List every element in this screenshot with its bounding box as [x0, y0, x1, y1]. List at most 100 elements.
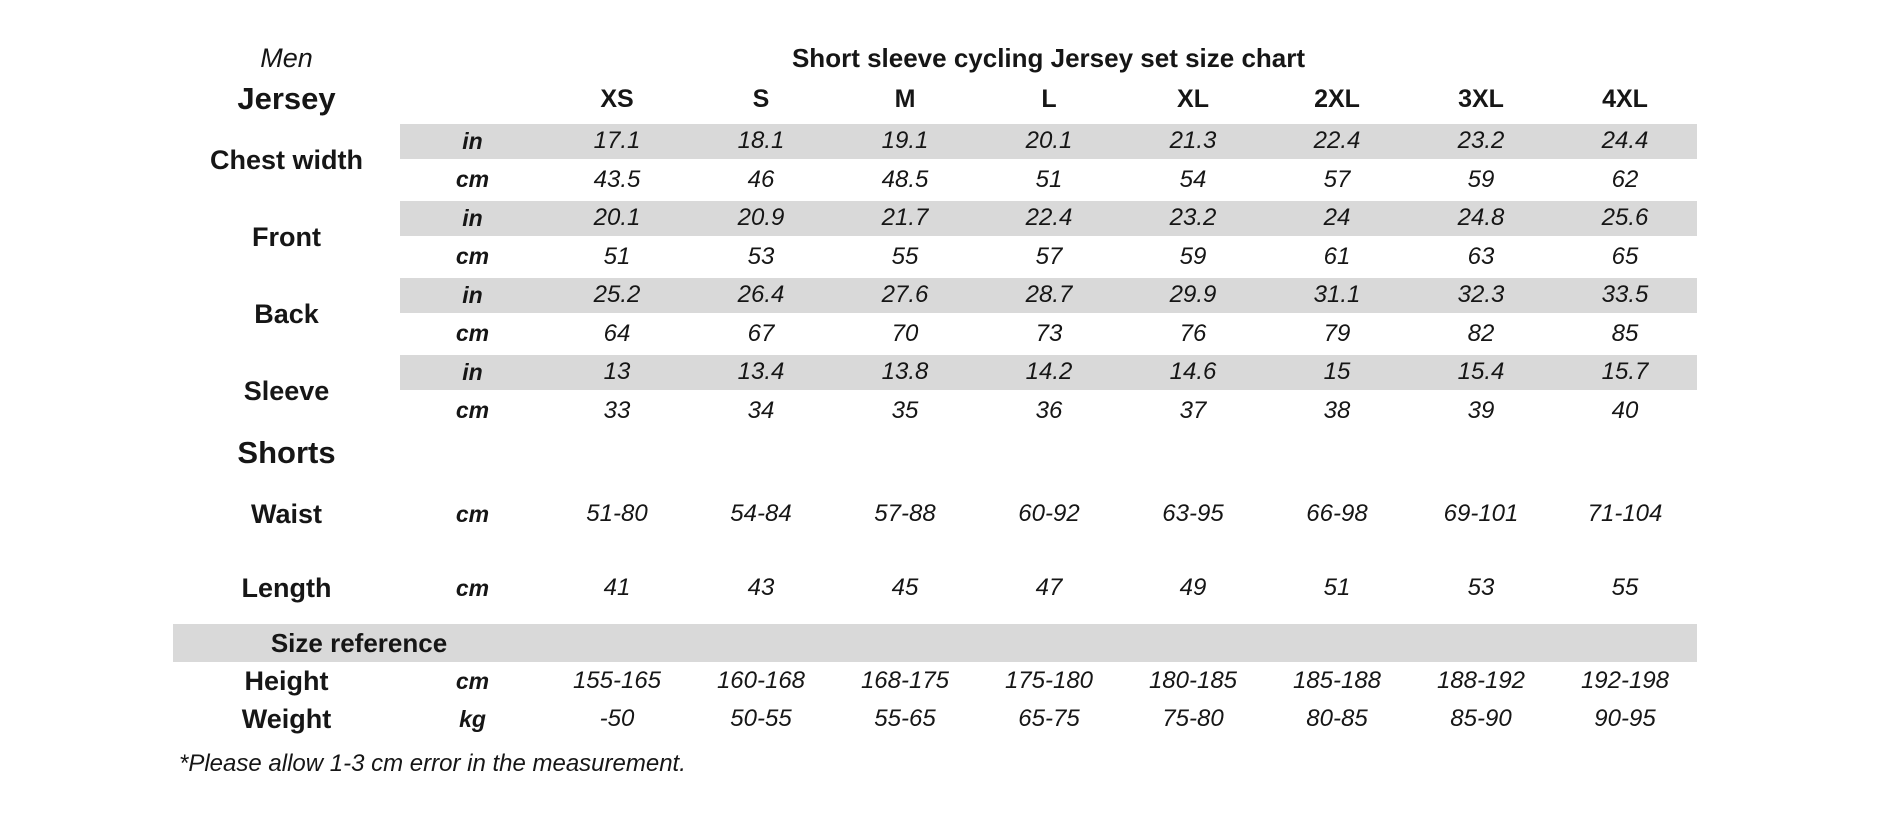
value-cell: 22.4 [1265, 122, 1409, 161]
value-cell: 46 [747, 165, 775, 193]
size-column-header-3xl: 3XL [1458, 84, 1504, 113]
row-label-waist: Waist [250, 498, 322, 529]
row-label-chest-width: Chest width [210, 145, 363, 175]
value-cell: 175-180 [1004, 667, 1094, 694]
value-cell: 43 [747, 574, 775, 601]
gender-label: Men [260, 42, 313, 73]
value-cell: 67 [747, 319, 775, 347]
value-cell: 20.1 [977, 122, 1121, 161]
value-cell: 62 [1611, 165, 1639, 193]
section-jersey-label: Jersey [237, 81, 336, 116]
value-cell: 20.9 [689, 199, 833, 238]
reference-row-weight: Weight kg -50 50-55 55-65 65-75 75-80 80… [173, 700, 1894, 738]
value-cell: 75-80 [1162, 705, 1224, 732]
value-cell: 168-175 [860, 667, 950, 694]
value-cell: 15 [1265, 353, 1409, 392]
row-label-height: Height [244, 665, 329, 696]
value-cell: 73 [1035, 319, 1063, 347]
unit-label-cm: cm [455, 166, 490, 193]
unit-label-in: in [400, 122, 545, 161]
value-cell: 24.4 [1553, 122, 1697, 161]
value-cell: 23.2 [1121, 199, 1265, 238]
value-cell: 61 [1323, 242, 1351, 270]
value-cell: 15.4 [1409, 353, 1553, 392]
size-column-header-s: S [752, 84, 770, 113]
value-cell: 64 [603, 319, 631, 347]
shorts-row-waist: Waist cm 51-80 54-84 57-88 60-92 63-95 6… [173, 476, 1894, 552]
jersey-row-sleeve: Sleeve in 13 13.4 13.8 14.2 14.6 15 15.4… [173, 353, 1894, 430]
value-cell: 18.1 [689, 122, 833, 161]
unit-label-cm: cm [455, 397, 490, 424]
unit-label-kg: kg [459, 705, 486, 732]
value-cell: 59 [1467, 165, 1495, 193]
unit-label-in: in [400, 353, 545, 392]
value-cell: 39 [1467, 396, 1495, 424]
unit-label-in: in [400, 199, 545, 238]
value-cell: 38 [1323, 396, 1351, 424]
value-cell: 51 [1035, 165, 1063, 193]
value-cell: 13.8 [833, 353, 977, 392]
value-cell: 57-88 [874, 500, 936, 527]
jersey-row-front: Front in 20.1 20.9 21.7 22.4 23.2 24 24.… [173, 199, 1894, 276]
unit-label-in: in [400, 276, 545, 315]
value-cell: 22.4 [977, 199, 1121, 238]
value-cell: 51 [603, 242, 631, 270]
size-column-header-2xl: 2XL [1314, 84, 1360, 113]
shorts-row-length: Length cm 41 43 45 47 49 51 53 55 [173, 552, 1894, 624]
row-label-sleeve: Sleeve [243, 376, 330, 406]
value-cell: 37 [1179, 396, 1207, 424]
value-cell: 69-101 [1443, 500, 1519, 527]
value-cell: 50-55 [730, 705, 792, 732]
value-cell: 13 [545, 353, 689, 392]
value-cell: 36 [1035, 396, 1063, 424]
value-cell: 63-95 [1162, 500, 1224, 527]
size-header-row: Jersey XS S M L XL 2XL 3XL 4XL [173, 76, 1894, 122]
value-cell: 188-192 [1436, 667, 1526, 694]
value-cell: 26.4 [689, 276, 833, 315]
row-label-back: Back [254, 299, 319, 329]
value-cell: 54 [1179, 165, 1207, 193]
value-cell: 51 [1323, 574, 1351, 601]
value-cell: 43.5 [593, 165, 641, 193]
value-cell: 65 [1611, 242, 1639, 270]
section-shorts-label: Shorts [237, 435, 336, 470]
value-cell: 17.1 [545, 122, 689, 161]
value-cell: 15.7 [1553, 353, 1697, 392]
value-cell: 55 [1611, 574, 1639, 601]
value-cell: 65-75 [1018, 705, 1080, 732]
measurement-footnote: *Please allow 1-3 cm error in the measur… [179, 750, 686, 777]
reference-row-height: Height cm 155-165 160-168 168-175 175-18… [173, 662, 1894, 700]
size-header-spacer [400, 76, 545, 122]
size-column-header-l: L [1041, 84, 1057, 113]
value-cell: 21.7 [833, 199, 977, 238]
row-label-front: Front [252, 222, 321, 252]
unit-label-cm: cm [455, 320, 490, 347]
value-cell: 40 [1611, 396, 1639, 424]
value-cell: 31.1 [1265, 276, 1409, 315]
value-cell: 28.7 [977, 276, 1121, 315]
value-cell: 24.8 [1409, 199, 1553, 238]
value-cell: 76 [1179, 319, 1207, 347]
value-cell: 45 [891, 574, 919, 601]
jersey-row-chest-width: Chest width in 17.1 18.1 19.1 20.1 21.3 … [173, 122, 1894, 199]
shorts-section-row: Shorts [173, 430, 1894, 476]
size-column-header-4xl: 4XL [1602, 84, 1648, 113]
value-cell: 27.6 [833, 276, 977, 315]
value-cell: 180-185 [1148, 667, 1238, 694]
value-cell: 85 [1611, 319, 1639, 347]
value-cell: 20.1 [545, 199, 689, 238]
value-cell: 90-95 [1594, 705, 1656, 732]
value-cell: 85-90 [1450, 705, 1512, 732]
size-column-header-xl: XL [1177, 84, 1209, 113]
section-size-reference-label: Size reference [270, 627, 448, 658]
value-cell: 29.9 [1121, 276, 1265, 315]
value-cell: 79 [1323, 319, 1351, 347]
value-cell: 80-85 [1306, 705, 1368, 732]
unit-label-cm: cm [455, 574, 490, 601]
value-cell: 25.6 [1553, 199, 1697, 238]
value-cell: 60-92 [1018, 500, 1080, 527]
value-cell: 57 [1323, 165, 1351, 193]
value-cell: 155-165 [572, 667, 662, 694]
value-cell: 82 [1467, 319, 1495, 347]
